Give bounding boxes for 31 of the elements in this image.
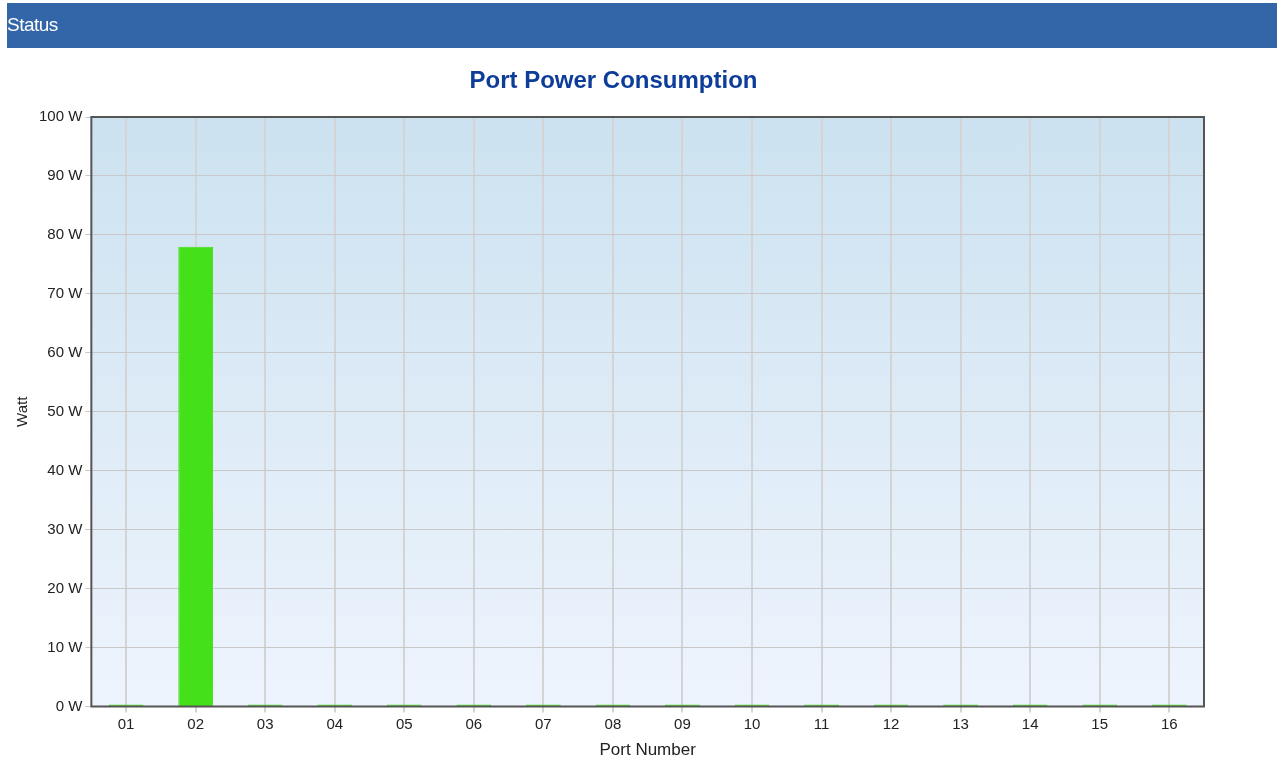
y-tick-label: 30 W <box>47 519 84 537</box>
y-tick-label: 90 W <box>47 166 84 184</box>
x-axis-title: Port Number <box>599 740 697 760</box>
text: Status <box>7 3 1277 48</box>
x-tick-label: 16 <box>1160 714 1178 732</box>
x-tick-label: 15 <box>1091 714 1109 732</box>
x-tick-label: 06 <box>465 714 483 732</box>
y-tick-label: 60 W <box>47 342 84 360</box>
y-tick-label: 40 W <box>47 460 84 478</box>
y-tick-label: 20 W <box>47 578 84 596</box>
y-axis-title: Watt <box>13 395 31 427</box>
x-tick-label: 07 <box>535 714 552 732</box>
y-tick-label: 0 W <box>55 696 84 714</box>
y-tick-label: 70 W <box>47 284 84 302</box>
x-tick-label: 13 <box>952 714 969 732</box>
x-tick-label: 12 <box>882 714 900 732</box>
x-tick-label: 01 <box>117 714 135 732</box>
chart-title: Port Power Consumption <box>468 66 759 94</box>
x-tick-label: 04 <box>326 714 344 732</box>
x-tick-label: 05 <box>395 714 413 732</box>
x-tick-label: 10 <box>743 714 761 732</box>
x-tick-label: 11 <box>813 714 830 732</box>
x-tick-label: 03 <box>256 714 274 732</box>
y-tick-label: 80 W <box>47 225 84 243</box>
y-tick-label: 10 W <box>47 637 84 655</box>
x-tick-label: 02 <box>187 714 205 732</box>
x-tick-label: 08 <box>604 714 622 732</box>
y-tick-label: 50 W <box>47 401 84 419</box>
x-tick-label: 09 <box>674 714 691 732</box>
x-tick-label: 14 <box>1021 714 1039 732</box>
y-tick-label: 100 W <box>38 107 84 125</box>
